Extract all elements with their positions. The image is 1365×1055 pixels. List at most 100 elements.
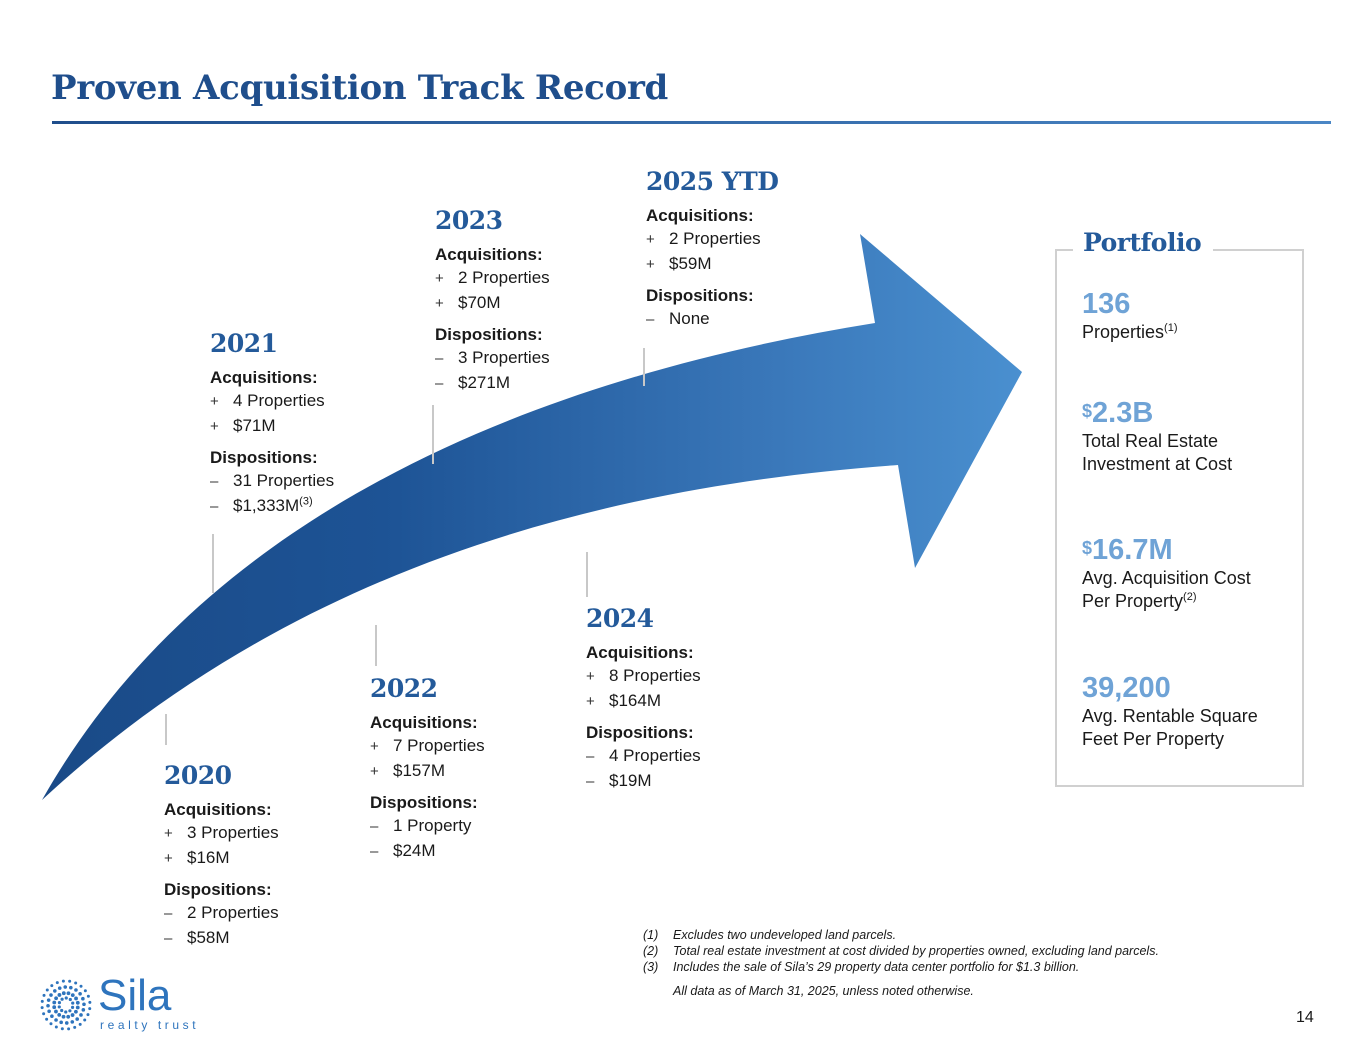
sila-logo: Sila realty trust xyxy=(36,975,216,1035)
acquisitions-heading: Acquisitions: xyxy=(370,711,485,734)
acquisition-item: +$164M xyxy=(586,689,701,714)
acquisition-item: +4 Properties xyxy=(210,389,334,414)
page-number: 14 xyxy=(1296,1009,1314,1027)
logo-dot xyxy=(52,1001,56,1005)
stat-avg-acquisition-cost: $16.7M Avg. Acquisition Cost Per Propert… xyxy=(1082,533,1282,613)
data-as-of-note: All data as of March 31, 2025, unless no… xyxy=(643,983,1159,999)
disposition-item: –$58M xyxy=(164,926,279,951)
logo-dot xyxy=(62,980,65,983)
logo-dot xyxy=(47,1009,51,1013)
footnote-2: (2)Total real estate investment at cost … xyxy=(643,943,1159,959)
logo-dot xyxy=(83,1019,86,1022)
year-label: 2022 xyxy=(370,674,485,703)
logo-dot xyxy=(58,993,62,997)
dispositions-heading: Dispositions: xyxy=(646,284,778,307)
logo-dot xyxy=(74,1010,78,1014)
logo-dot xyxy=(70,1020,74,1024)
dispositions-heading: Dispositions: xyxy=(164,878,279,901)
stat-value: $16.7M xyxy=(1082,533,1282,567)
footnote-ref: (1) xyxy=(1164,322,1177,334)
logo-dot xyxy=(81,997,85,1001)
logo-dot xyxy=(87,995,90,998)
logo-dot xyxy=(86,1013,89,1016)
acquisition-item: +$70M xyxy=(435,291,550,316)
year-label: 2023 xyxy=(435,206,550,235)
acquisition-item: +$59M xyxy=(646,252,778,277)
acquisitions-heading: Acquisitions: xyxy=(210,366,334,389)
logo-dot xyxy=(62,1015,66,1019)
logo-dot xyxy=(56,981,59,984)
logo-dot xyxy=(78,992,82,996)
logo-dot xyxy=(43,994,46,997)
logo-tagline: realty trust xyxy=(100,1018,199,1032)
year-label: 2021 xyxy=(210,329,334,358)
logo-dot xyxy=(84,989,87,992)
sunburst-logo-icon xyxy=(36,975,96,1035)
stat-label: Total Real Estate Investment at Cost xyxy=(1082,430,1282,476)
logo-dot xyxy=(58,986,62,990)
acquisitions-heading: Acquisitions: xyxy=(646,204,778,227)
logo-dot xyxy=(42,1012,45,1015)
timeline-tick-2023 xyxy=(432,405,434,464)
logo-dot xyxy=(75,1017,79,1021)
stat-avg-rentable-sqft: 39,200 Avg. Rentable Square Feet Per Pro… xyxy=(1082,671,1282,751)
logo-dot xyxy=(60,1009,63,1012)
timeline-block-2024: 2024 Acquisitions: +8 Properties +$164M … xyxy=(586,604,701,793)
logo-dot xyxy=(76,1006,80,1010)
footnote-3: (3)Includes the sale of Sila’s 29 proper… xyxy=(643,959,1159,975)
timeline-tick-2024 xyxy=(586,552,588,597)
acquisition-item: +$157M xyxy=(370,759,485,784)
timeline-tick-2021 xyxy=(212,534,214,593)
dispositions-heading: Dispositions: xyxy=(435,323,550,346)
logo-dot xyxy=(71,1013,75,1017)
logo-dot xyxy=(46,1004,50,1008)
timeline-tick-2022 xyxy=(375,625,377,666)
logo-dot xyxy=(69,998,72,1001)
year-label: 2025 YTD xyxy=(646,167,778,196)
stat-total-investment: $2.3B Total Real Estate Investment at Co… xyxy=(1082,396,1282,476)
logo-dot xyxy=(79,1023,82,1026)
logo-dot xyxy=(74,997,78,1001)
stat-value: 39,200 xyxy=(1082,671,1282,705)
logo-dot xyxy=(67,991,71,995)
footnotes: (1)Excludes two undeveloped land parcels… xyxy=(643,927,1159,999)
stat-label: Avg. Rentable Square Feet Per Property xyxy=(1082,705,1282,751)
acquisition-item: +3 Properties xyxy=(164,821,279,846)
acquisition-item: +8 Properties xyxy=(586,664,701,689)
acquisitions-heading: Acquisitions: xyxy=(586,641,701,664)
logo-dot xyxy=(53,989,57,993)
logo-dot xyxy=(71,1001,74,1004)
acquisition-item: +$71M xyxy=(210,414,334,439)
logo-dot xyxy=(74,988,78,992)
disposition-item: –3 Properties xyxy=(435,346,550,371)
disposition-item: –None xyxy=(646,307,778,332)
disposition-item: –4 Properties xyxy=(586,744,701,769)
logo-wordmark: Sila xyxy=(98,971,171,1021)
logo-dot xyxy=(65,996,68,999)
logo-dot xyxy=(55,1025,58,1028)
disposition-item: –$19M xyxy=(586,769,701,794)
dispositions-heading: Dispositions: xyxy=(370,791,485,814)
footnote-ref: (3) xyxy=(299,495,312,507)
logo-dot xyxy=(61,1027,64,1030)
logo-dot xyxy=(67,1027,70,1030)
logo-dot xyxy=(57,1013,61,1017)
timeline-block-2020: 2020 Acquisitions: +3 Properties +$16M D… xyxy=(164,761,279,950)
logo-dot xyxy=(82,1008,86,1012)
logo-dot xyxy=(79,1013,83,1017)
stat-properties: 136 Properties(1) xyxy=(1082,287,1178,344)
acquisition-item: +$16M xyxy=(164,846,279,871)
logo-dot xyxy=(63,985,67,989)
logo-dot xyxy=(54,996,58,1000)
year-label: 2020 xyxy=(164,761,279,790)
disposition-item: –$271M xyxy=(435,371,550,396)
logo-dot xyxy=(71,993,75,997)
logo-dot xyxy=(62,991,66,995)
timeline-tick-2025 xyxy=(643,348,645,386)
disposition-item: –31 Properties xyxy=(210,469,334,494)
timeline-block-2022: 2022 Acquisitions: +7 Properties +$157M … xyxy=(370,674,485,863)
logo-dot xyxy=(80,985,83,988)
timeline-block-2021: 2021 Acquisitions: +4 Properties +$71M D… xyxy=(210,329,334,518)
logo-dot xyxy=(88,1007,91,1010)
year-label: 2024 xyxy=(586,604,701,633)
